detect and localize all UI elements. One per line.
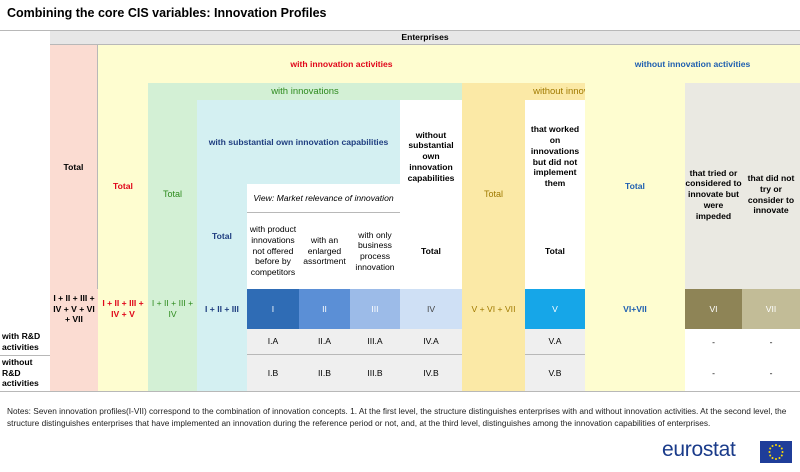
header-enlarged-assortment: with an enlarged assortment <box>299 213 350 289</box>
without-activities-rd <box>585 329 685 391</box>
code-iii: III <box>350 289 400 329</box>
without-innovations-rd <box>462 329 525 391</box>
code-without-activities: VI+VII <box>585 289 685 329</box>
cell-with-rd-v: V.A <box>525 329 585 355</box>
code-v: V <box>525 289 585 329</box>
code-ii: II <box>299 289 350 329</box>
header-without-substantial: without substantial own innovation capab… <box>400 100 462 213</box>
header-market-view: View: Market relevance of innovation <box>247 184 400 213</box>
cell-without-rd-iii: III.B <box>350 355 400 391</box>
code-vii: VII <box>742 289 800 329</box>
header-did-not-try: that did not try or consider to innovate <box>742 100 800 289</box>
cell-with-rd-iii: III.A <box>350 329 400 355</box>
header-enterprises: Enterprises <box>50 31 800 45</box>
header-total-with-innovations: Total <box>148 100 197 289</box>
cell-without-rd-iv: IV.B <box>400 355 462 391</box>
code-vi: VI <box>685 289 742 329</box>
header-worked-not-implemented: that worked on innovations but did not i… <box>525 100 585 213</box>
row-label-without-rd: without R&D activities <box>2 356 39 389</box>
grey-header-band <box>685 83 800 100</box>
header-total-substantial: Total <box>197 184 247 289</box>
code-substantial: I + II + III <box>197 289 247 329</box>
cell-with-rd-ii: II.A <box>299 329 350 355</box>
code-with-innovations: I + II + III + IV <box>148 289 197 329</box>
total-all-nord <box>50 355 98 391</box>
header-with-innovations: with innovations <box>148 83 462 100</box>
header-total-worked: Total <box>525 213 585 289</box>
cell-without-rd-vii: - <box>742 355 800 391</box>
row-label-with-rd: with R&D activities <box>2 331 41 352</box>
cell-with-rd-vii: - <box>742 329 800 355</box>
with-innovations-rd <box>148 329 197 391</box>
notes: Notes: Seven innovation profiles(I-VII) … <box>7 406 787 428</box>
header-total-all: Total <box>50 45 98 289</box>
total-all-rd <box>50 329 98 355</box>
divider-row <box>0 355 50 356</box>
header-total-without-activities: Total <box>585 83 685 289</box>
header-product-not-offered: with product innovations not offered bef… <box>247 213 299 289</box>
cell-with-rd-vi: - <box>685 329 742 355</box>
eurostat-logo: eurostat <box>662 438 736 461</box>
cell-with-rd-i: I.A <box>247 329 299 355</box>
with-activities-rd <box>98 329 148 391</box>
header-with-innovation-activities: with innovation activities <box>98 45 585 83</box>
header-only-business-process: with only business process innovation <box>350 213 400 289</box>
header-tried-impeded: that tried or considered to innovate but… <box>685 100 742 289</box>
cell-without-rd-i: I.B <box>247 355 299 391</box>
cell-without-rd-vi: - <box>685 355 742 391</box>
header-without-innovation-activities: without innovation activities <box>585 45 800 83</box>
divider-bottom <box>0 391 800 392</box>
code-with-activities: I + II + III + IV + V <box>98 289 148 329</box>
substantial-rd <box>197 329 247 391</box>
header-total-with-activities: Total <box>98 83 148 289</box>
page-title: Combining the core CIS variables: Innova… <box>7 6 327 20</box>
code-iv: IV <box>400 289 462 329</box>
cell-with-rd-iv: IV.A <box>400 329 462 355</box>
code-without-innovations: V + VI + VII <box>462 289 525 329</box>
cell-without-rd-v: V.B <box>525 355 585 391</box>
cell-without-rd-ii: II.B <box>299 355 350 391</box>
divider-top <box>0 30 800 31</box>
header-total-without-innovations: Total <box>462 100 525 289</box>
code-i: I <box>247 289 299 329</box>
code-all: I + II + III + IV + V + VI + VII <box>50 289 98 329</box>
header-with-substantial: with substantial own innovation capabili… <box>197 100 400 184</box>
eu-flag-icon <box>760 441 792 463</box>
header-total-without-substantial: Total <box>400 213 462 289</box>
